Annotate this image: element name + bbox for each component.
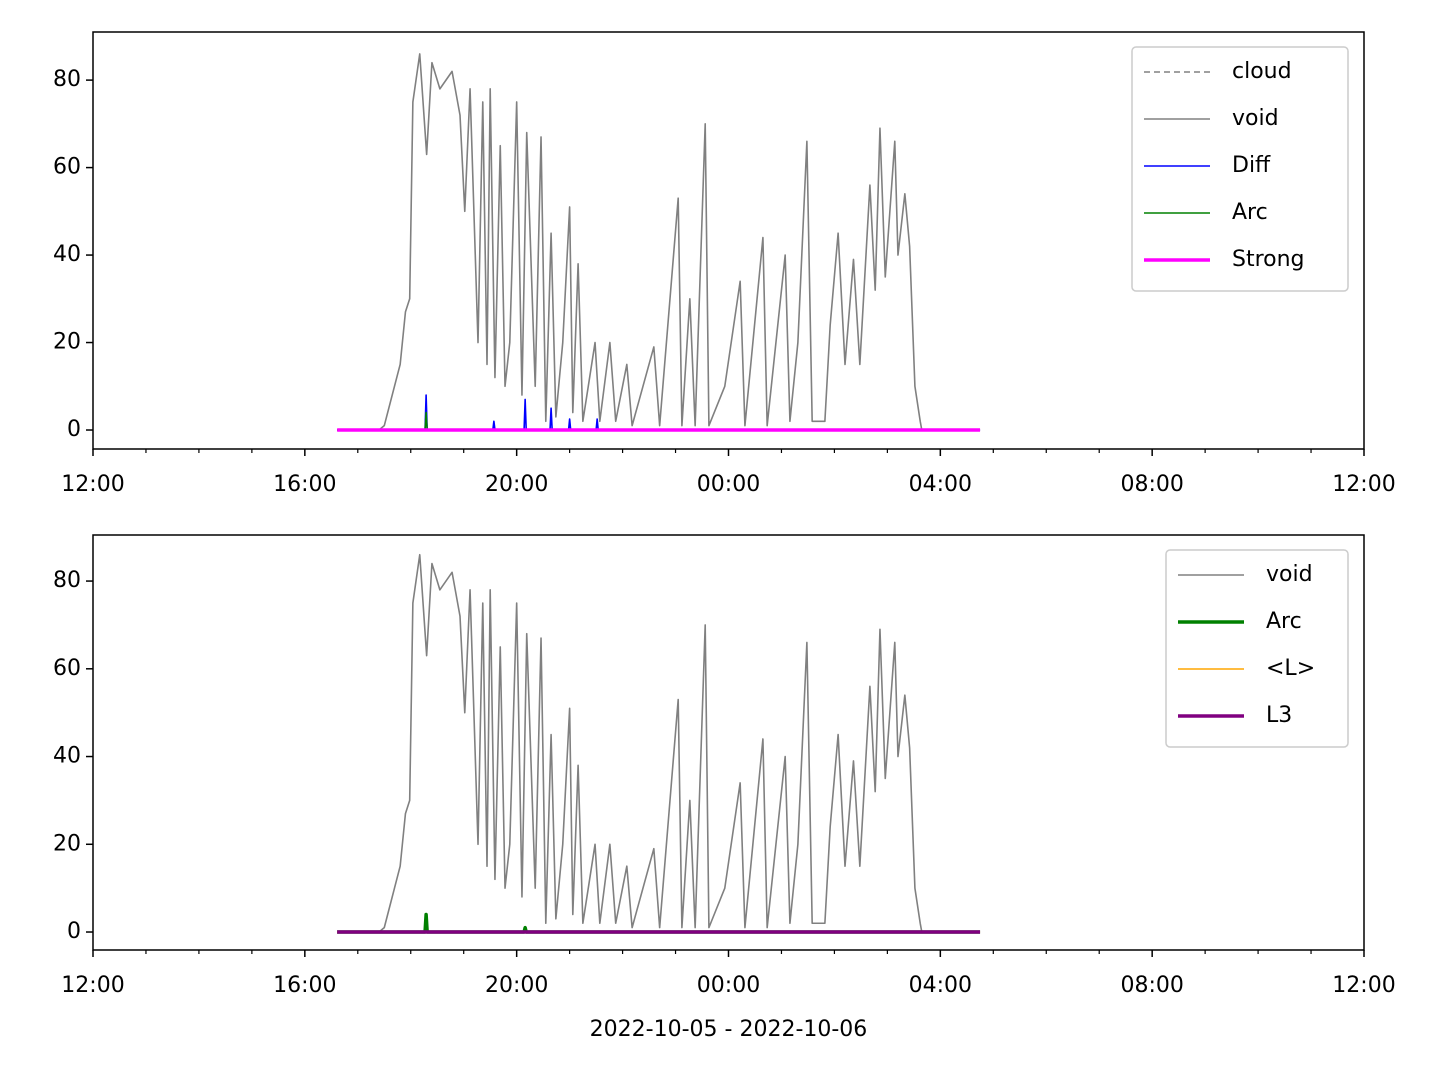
legend-box xyxy=(1165,549,1349,748)
x-tick-label: 20:00 xyxy=(485,472,548,497)
x-tick-label: 12:00 xyxy=(1332,973,1395,998)
x-tick-label: 16:00 xyxy=(273,472,336,497)
axes-frame xyxy=(92,534,1365,951)
legend-label: L3 xyxy=(1266,703,1292,728)
x-tick-label: 12:00 xyxy=(61,472,124,497)
x-tick-label: 12:00 xyxy=(1332,472,1395,497)
x-tick-label: 04:00 xyxy=(909,973,972,998)
series-line xyxy=(337,53,923,431)
x-tick-label: 08:00 xyxy=(1120,973,1183,998)
series-line xyxy=(337,553,923,933)
legend-label: Arc xyxy=(1232,200,1268,225)
legend-label: void xyxy=(1266,562,1313,587)
legend-label: Diff xyxy=(1232,153,1271,178)
legend-label: Arc xyxy=(1266,609,1302,634)
x-tick-label: 12:00 xyxy=(61,973,124,998)
legend-label: Strong xyxy=(1232,247,1305,272)
x-tick-label: 20:00 xyxy=(485,973,548,998)
y-tick-label: 80 xyxy=(53,568,81,593)
y-tick-label: 60 xyxy=(53,656,81,681)
y-tick-label: 60 xyxy=(53,155,81,180)
x-tick-label: 04:00 xyxy=(909,472,972,497)
legend-label: cloud xyxy=(1232,59,1292,84)
legend-box xyxy=(1131,46,1349,292)
y-tick-label: 0 xyxy=(67,417,81,442)
x-tick-label: 00:00 xyxy=(697,973,760,998)
y-tick-label: 40 xyxy=(53,242,81,267)
y-tick-label: 20 xyxy=(53,330,81,355)
y-tick-label: 80 xyxy=(53,67,81,92)
x-tick-label: 08:00 xyxy=(1120,472,1183,497)
legend-label: void xyxy=(1232,106,1279,131)
y-tick-label: 20 xyxy=(53,831,81,856)
axes-frame xyxy=(92,31,1365,450)
legend-label: <L> xyxy=(1266,656,1315,681)
y-tick-label: 40 xyxy=(53,744,81,769)
x-tick-label: 16:00 xyxy=(273,973,336,998)
y-tick-label: 0 xyxy=(67,919,81,944)
x-axis-label: 2022-10-05 - 2022-10-06 xyxy=(590,1017,868,1042)
x-tick-label: 00:00 xyxy=(697,472,760,497)
